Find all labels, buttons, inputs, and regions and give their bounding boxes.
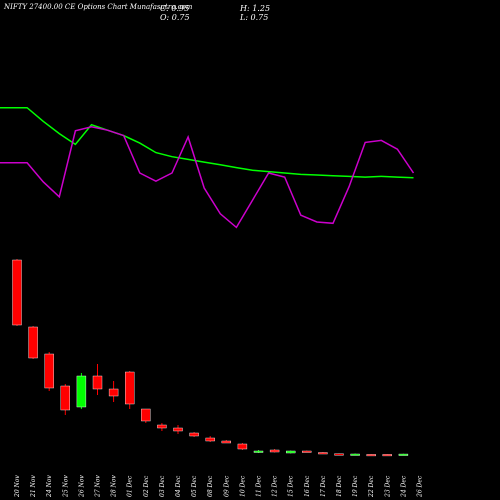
x-tick-label: 20 Nov (14, 475, 21, 498)
candle-body (12, 259, 22, 326)
candle-body (269, 449, 280, 453)
candle-body (382, 454, 392, 457)
x-tick-label: 05 Dec (191, 475, 198, 497)
candle-body (60, 385, 70, 411)
candle (92, 364, 103, 395)
candle-body (108, 388, 119, 397)
x-tick-label: 09 Dec (223, 475, 230, 497)
candle (269, 449, 280, 453)
candle-body (237, 443, 248, 450)
candle (205, 436, 215, 442)
x-tick-label: 08 Dec (207, 475, 214, 497)
candle-body (76, 375, 87, 408)
close-value: C: 0.95 (160, 4, 190, 13)
chart-title: NIFTY 27400.00 CE Options Chart Munafasu… (4, 3, 193, 11)
candle-body (141, 408, 151, 422)
candle (350, 453, 360, 456)
candle-body (398, 453, 409, 456)
candle (382, 454, 392, 457)
x-tick-label: 27 Nov (95, 475, 102, 498)
x-tick-label: 26 Dec (417, 475, 424, 498)
x-tick-label: 11 Dec (256, 475, 263, 497)
x-tick-label: 18 Dec (336, 475, 343, 497)
x-tick-label: 28 Nov (111, 475, 118, 498)
candle-body (173, 427, 183, 432)
x-tick-label: 03 Dec (159, 475, 166, 497)
candle-body (92, 375, 103, 390)
candle (334, 453, 344, 456)
candle (189, 432, 199, 437)
candle-body (189, 432, 199, 437)
candle-body (28, 326, 38, 359)
x-tick-label: 22 Dec (368, 475, 375, 498)
candle-body (302, 450, 312, 453)
x-tick-label: 02 Dec (143, 475, 150, 497)
high-value: H: 1.25 (240, 4, 271, 13)
x-tick-label: 21 Nov (30, 475, 37, 498)
candle (302, 450, 312, 453)
candle-body (221, 440, 232, 444)
candle (76, 373, 87, 409)
candle (366, 454, 376, 457)
candle (108, 381, 119, 402)
x-tick-label: 16 Dec (304, 475, 311, 497)
candle (28, 326, 38, 359)
candle (12, 259, 22, 326)
candle (253, 450, 264, 453)
candle (44, 352, 54, 391)
candle-body (44, 353, 54, 389)
indicator-line-magenta (0, 126, 415, 229)
candle-body (366, 454, 376, 457)
open-value: O: 0.75 (160, 13, 190, 22)
candle-body (286, 450, 296, 454)
candle (286, 450, 296, 454)
x-tick-label: 04 Dec (175, 475, 182, 497)
indicator-line-green (0, 106, 414, 179)
candle (60, 384, 70, 415)
candle (141, 408, 151, 423)
x-tick-label: 24 Nov (46, 475, 53, 498)
x-tick-label: 24 Dec (400, 475, 407, 498)
candle (318, 452, 328, 455)
x-tick-label: 17 Dec (320, 475, 327, 497)
candle-body (253, 450, 264, 453)
x-tick-label: 10 Dec (239, 475, 246, 497)
candle (237, 443, 248, 450)
candle-body (350, 453, 360, 456)
x-tick-label: 15 Dec (288, 475, 295, 497)
candle (157, 423, 167, 431)
candle-body (157, 424, 167, 429)
candle-body (205, 437, 215, 442)
candle-body (124, 371, 135, 405)
x-tick-label: 12 Dec (272, 475, 279, 497)
candle (221, 440, 232, 444)
x-tick-label: 19 Dec (352, 475, 359, 497)
candle-body (334, 453, 344, 456)
candle (173, 425, 183, 434)
x-tick-label: 01 Dec (127, 475, 134, 497)
x-tick-label: 26 Nov (78, 475, 85, 498)
candle (124, 371, 135, 409)
low-value: L: 0.75 (240, 13, 269, 22)
candle-body (318, 452, 328, 455)
x-tick-label: 23 Dec (384, 475, 391, 498)
x-tick-label: 25 Nov (62, 475, 69, 498)
candle (398, 453, 409, 456)
